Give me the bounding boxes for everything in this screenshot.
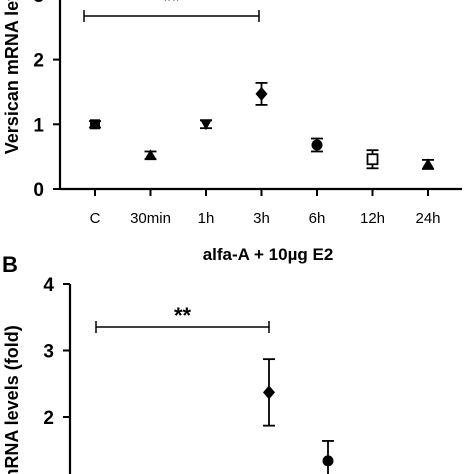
panel-a-ytick-label: 3	[33, 0, 44, 7]
panel-b-point	[263, 385, 275, 400]
panel-a-point	[144, 149, 157, 160]
panel-b-point	[322, 455, 334, 467]
panel-a-ytick-label: 2	[33, 51, 44, 72]
panel-a-point	[422, 158, 434, 169]
panel-b-label: B	[2, 252, 18, 277]
panel-a-xtick-label: C	[90, 210, 101, 227]
panel-a-xtick-label: 6h	[309, 210, 326, 227]
panel-b-ylabel: mRNA levels (fold)	[2, 325, 22, 474]
panel-a-significance-label: **	[163, 0, 181, 13]
panel-a-ylabel: Versican mRNA levels	[2, 0, 22, 154]
panel-b: B alfa-A + 10µg E2 mRNA levels (fold) 2 3…	[2, 245, 334, 474]
panel-b-ytick-label: 3	[43, 342, 54, 363]
panel-b-ytick-label: 2	[43, 408, 54, 429]
panel-b-title: alfa-A + 10µg E2	[203, 245, 334, 264]
panel-a-point	[311, 139, 323, 151]
panel-a-point	[90, 119, 100, 130]
panel-a-xtick-label: 1h	[198, 210, 215, 227]
panel-a-point	[200, 119, 212, 131]
panel-a-xtick-label: 30min	[130, 210, 171, 227]
panel-a-xtick-label: 3h	[253, 210, 270, 227]
panel-a: Versican mRNA levels 0 1 2 3 C 30min 1h 3h 6h 12…	[2, 0, 462, 227]
panel-a-point	[255, 86, 268, 101]
panel-a-ytick-label: 0	[33, 180, 44, 201]
panel-b-ytick-label: 4	[43, 275, 54, 296]
panel-a-xtick-label: 24h	[415, 210, 440, 227]
panel-a-ytick-label: 1	[33, 115, 44, 136]
panel-b-significance-label: **	[174, 303, 192, 328]
panel-a-xtick-label: 12h	[360, 210, 385, 227]
panel-a-point	[366, 153, 379, 166]
